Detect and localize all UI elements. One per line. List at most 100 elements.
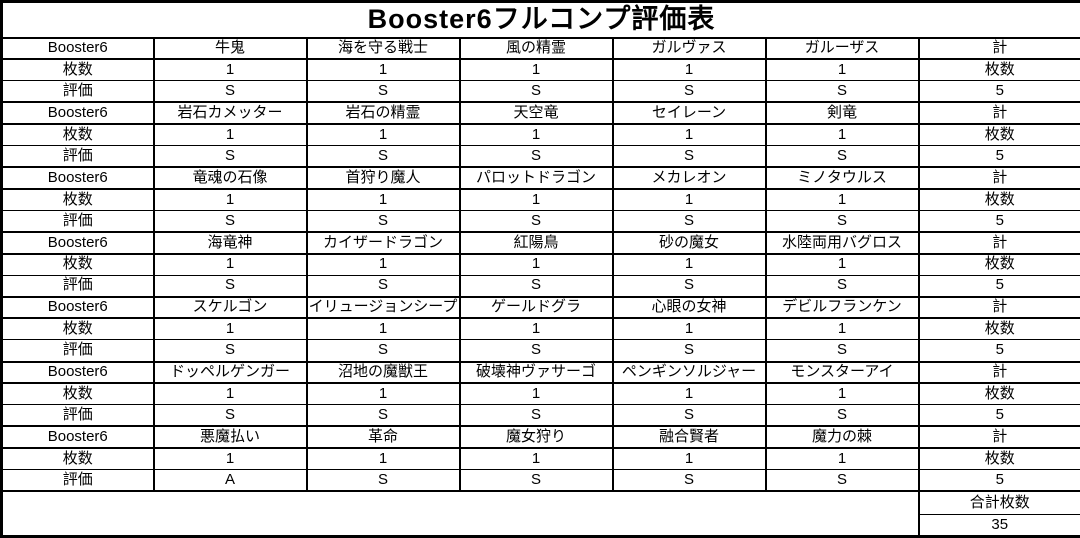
count-value-cell: 1 <box>152 318 308 341</box>
card-name-cell: パロットドラゴン <box>458 166 614 190</box>
rating-value-cell: S <box>611 80 767 104</box>
count-row: 枚数 1 1 1 1 1 枚数 <box>0 383 1080 406</box>
card-name-cell: ドッペルゲンガー <box>152 360 308 385</box>
count-value-cell: 1 <box>152 383 308 406</box>
card-name-cell: モンスターアイ <box>764 360 920 385</box>
block-header-row: Booster6 牛鬼 海を守る戦士 風の精霊 ガルヴァス ガルーザス計 <box>0 36 1080 61</box>
card-name-cell: セイレーン <box>611 101 767 126</box>
count-value-cell: 1 <box>305 59 461 82</box>
rating-value-cell: S <box>458 339 614 363</box>
count-row: 枚数 1 1 1 1 1 枚数 <box>0 318 1080 341</box>
count-row: 枚数 1 1 1 1 1 枚数 <box>0 253 1080 276</box>
card-name-cell: 竜魂の石像 <box>152 166 308 190</box>
rating-value-cell: S <box>305 210 461 233</box>
count-value-cell: 1 <box>305 124 461 147</box>
count-label-cell: 枚数 <box>0 59 155 82</box>
count-value-cell: 1 <box>152 59 308 82</box>
card-name-cell: デビルフランケン <box>764 295 920 320</box>
count-label-cell: 枚数 <box>0 188 155 211</box>
count-total-label-cell: 枚数 <box>917 447 1080 471</box>
rating-value-cell: S <box>458 80 614 104</box>
total-header-cell: 計 <box>917 295 1080 320</box>
count-value-cell: 1 <box>611 318 767 341</box>
count-value-cell: 1 <box>458 447 614 471</box>
rating-total-cell: 5 <box>917 404 1080 428</box>
rating-value-cell: S <box>458 210 614 233</box>
count-value-cell: 1 <box>611 59 767 82</box>
rating-value-cell: S <box>611 145 767 169</box>
rating-value-cell: S <box>764 210 920 233</box>
count-total-label-cell: 枚数 <box>917 59 1080 82</box>
count-value-cell: 1 <box>305 318 461 341</box>
total-header-cell: 計 <box>917 101 1080 126</box>
card-name-cell: ガルーザス <box>764 36 920 61</box>
count-value-cell: 1 <box>152 124 308 147</box>
count-row: 枚数 1 1 1 1 1 枚数 <box>0 447 1080 471</box>
card-name-cell: 融合賢者 <box>611 425 767 449</box>
set-label-cell: Booster6 <box>0 295 155 320</box>
rating-total-cell: 5 <box>917 469 1080 493</box>
card-name-cell: 魔力の棘 <box>764 425 920 449</box>
rating-value-cell: S <box>458 145 614 169</box>
card-name-cell: 天空竜 <box>458 101 614 126</box>
count-label-cell: 枚数 <box>0 447 155 471</box>
card-name-cell: 風の精霊 <box>458 36 614 61</box>
rating-value-cell: S <box>611 339 767 363</box>
card-name-cell: 砂の魔女 <box>611 231 767 255</box>
rating-row: 評価 S S S S S 5 <box>0 275 1080 298</box>
empty-area <box>1 490 920 537</box>
rating-label-cell: 評価 <box>0 145 155 169</box>
total-header-cell: 計 <box>917 231 1080 255</box>
rating-total-cell: 5 <box>917 275 1080 298</box>
card-name-cell: 海を守る戦士 <box>305 36 461 61</box>
rating-total-cell: 5 <box>917 145 1080 169</box>
total-header-cell: 計 <box>917 360 1080 385</box>
block-header-row: Booster6 スケルゴン イリュージョンシープ ゲールドグラ 心眼の女神 デビルフラン… <box>0 295 1080 320</box>
block-header-row: Booster6 岩石カメッター 岩石の精霊 天空竜 セイレーン 剣竜計 <box>0 101 1080 126</box>
rating-value-cell: S <box>305 469 461 493</box>
count-value-cell: 1 <box>764 188 920 211</box>
rating-row: 評価 S S S S S 5 <box>0 339 1080 363</box>
rating-total-cell: 5 <box>917 339 1080 363</box>
rating-value-cell: S <box>611 404 767 428</box>
set-label-cell: Booster6 <box>0 36 155 61</box>
rating-value-cell: S <box>305 80 461 104</box>
rating-value-cell: A <box>152 469 308 493</box>
rating-row: 評価 S S S S S 5 <box>0 210 1080 233</box>
count-value-cell: 1 <box>305 447 461 471</box>
card-name-cell: 岩石カメッター <box>152 101 308 126</box>
count-value-cell: 1 <box>764 447 920 471</box>
rating-value-cell: S <box>611 275 767 298</box>
card-name-cell: ペンギンソルジャー <box>611 360 767 385</box>
count-label-cell: 枚数 <box>0 383 155 406</box>
grand-total-value-row: 35 <box>2 514 1080 537</box>
count-row: 枚数 1 1 1 1 1 枚数 <box>0 124 1080 147</box>
set-label-cell: Booster6 <box>0 360 155 385</box>
count-total-label-cell: 枚数 <box>917 318 1080 341</box>
count-value-cell: 1 <box>611 447 767 471</box>
rating-value-cell: S <box>152 339 308 363</box>
page-title: Booster6フルコンプ評価表 <box>0 1 1080 39</box>
count-value-cell: 1 <box>764 124 920 147</box>
card-name-cell: 牛鬼 <box>152 36 308 61</box>
rating-value-cell: S <box>152 275 308 298</box>
rating-value-cell: S <box>458 275 614 298</box>
card-name-cell: 心眼の女神 <box>611 295 767 320</box>
card-name-cell: ゲールドグラ <box>458 295 614 320</box>
rating-label-cell: 評価 <box>0 469 155 493</box>
set-label-cell: Booster6 <box>0 231 155 255</box>
grand-total-row: 合計枚数 <box>1 490 1080 537</box>
title-row: Booster6フルコンプ評価表 <box>0 1 1080 39</box>
rating-value-cell: S <box>458 469 614 493</box>
count-value-cell: 1 <box>305 253 461 276</box>
count-value-cell: 1 <box>458 188 614 211</box>
count-value-cell: 1 <box>611 124 767 147</box>
rating-row: 評価 S S S S S 5 <box>0 80 1080 104</box>
rating-value-cell: S <box>305 145 461 169</box>
block-header-row: Booster6 ドッペルゲンガー 沼地の魔獣王 破壊神ヴァサーゴ ペンギンソルジャーモ… <box>0 360 1080 385</box>
count-total-label-cell: 枚数 <box>917 124 1080 147</box>
count-value-cell: 1 <box>764 59 920 82</box>
rating-row: 評価 A S S S S 5 <box>0 469 1080 493</box>
